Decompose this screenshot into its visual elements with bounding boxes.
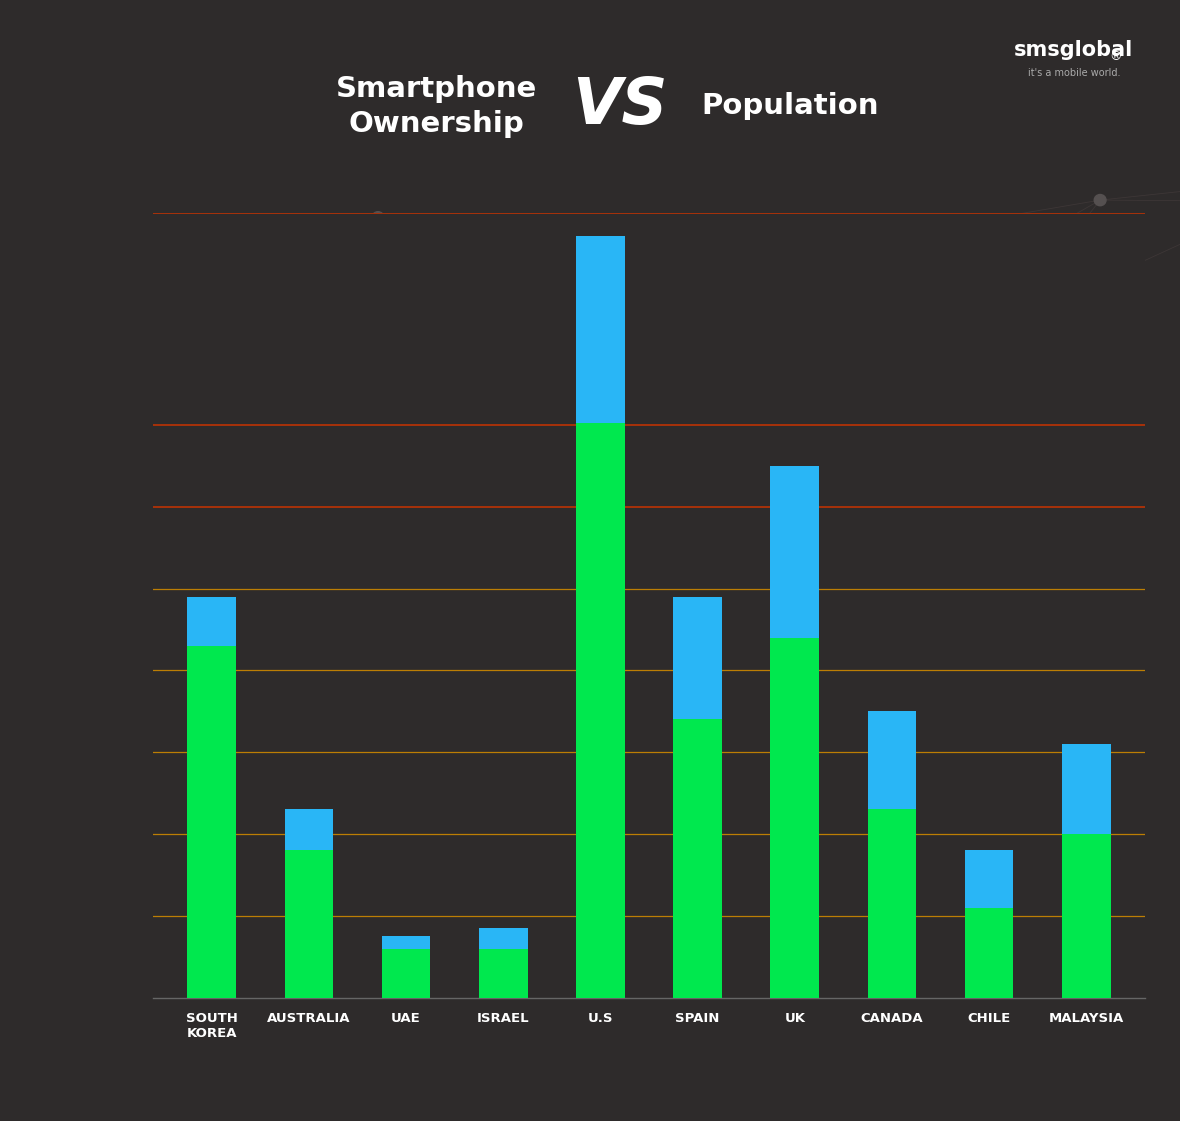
Bar (965, 851, 1014, 908)
Bar (867, 711, 916, 809)
Bar (284, 809, 333, 851)
Text: smsglobal: smsglobal (1014, 40, 1134, 61)
Bar (479, 928, 527, 948)
Bar (867, 809, 916, 998)
Bar (382, 936, 431, 948)
Bar (576, 235, 624, 424)
Bar (188, 596, 236, 646)
Text: ®: ® (1109, 50, 1122, 64)
Bar (479, 948, 527, 998)
Text: it's a mobile world.: it's a mobile world. (1028, 68, 1120, 77)
Legend: Population with Smartphone, Population without Smartphone: Population with Smartphone, Population w… (276, 1114, 1022, 1121)
Text: Population: Population (702, 93, 879, 120)
Bar (771, 466, 819, 638)
Bar (674, 720, 722, 998)
Bar (284, 851, 333, 998)
Bar (771, 638, 819, 998)
Text: VS: VS (572, 75, 667, 138)
Bar (1062, 744, 1110, 834)
Bar (188, 646, 236, 998)
Bar (576, 424, 624, 998)
Bar (674, 596, 722, 720)
Bar (965, 908, 1014, 998)
Bar (382, 948, 431, 998)
Text: Smartphone
Ownership: Smartphone Ownership (336, 75, 537, 138)
Bar (1062, 834, 1110, 998)
